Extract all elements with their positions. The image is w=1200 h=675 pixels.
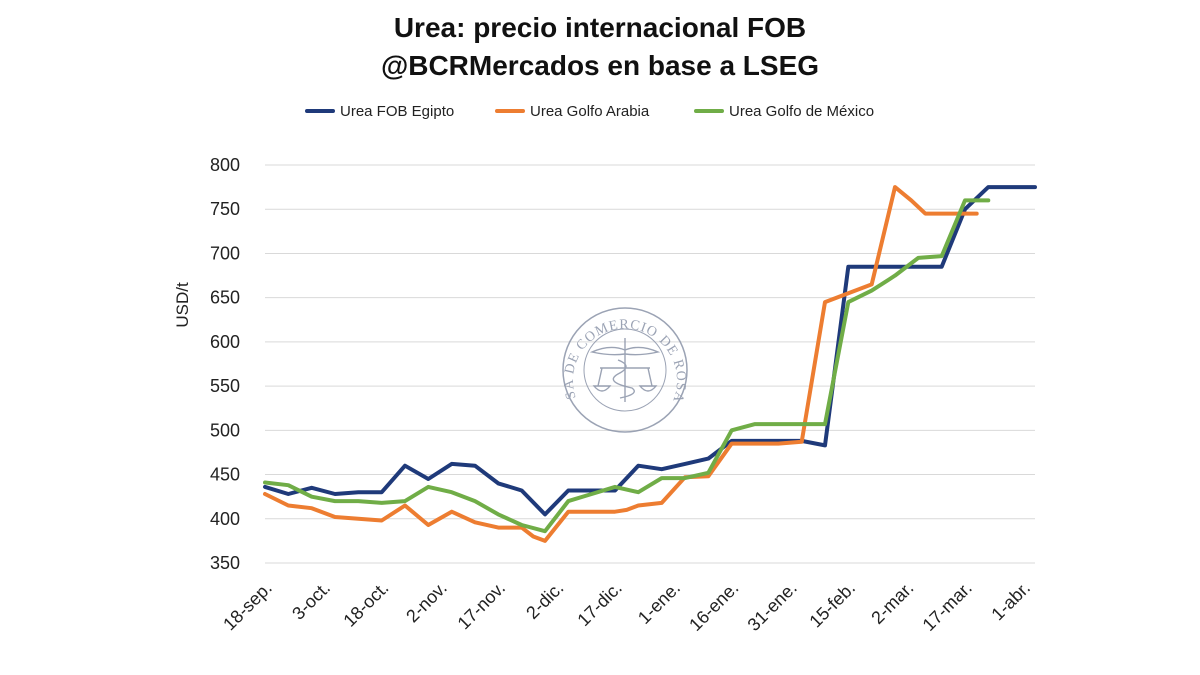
seal-inner-ring	[583, 328, 667, 412]
series-line-2	[263, 198, 991, 534]
y-axis: 350 400 450 500 550 600 650 700 750 800	[210, 155, 240, 573]
legend-label-arabia: Urea Golfo Arabia	[530, 103, 650, 120]
y-tick-label: 750	[210, 199, 240, 219]
series-line-1	[263, 185, 979, 543]
y-tick-label: 450	[210, 465, 240, 485]
legend-label-egipto: Urea FOB Egipto	[340, 103, 454, 120]
caduceus-icon	[589, 338, 661, 402]
chart-title-line-2: @BCRMercados en base a LSEG	[381, 50, 819, 81]
y-tick-label: 400	[210, 509, 240, 529]
seal-outer-ring	[562, 307, 688, 433]
y-tick-label: 350	[210, 553, 240, 573]
legend-item-mexico: Urea Golfo de México	[694, 103, 874, 120]
series-line-0	[263, 185, 1037, 517]
legend-label-mexico: Urea Golfo de México	[729, 103, 874, 120]
legend-item-egipto: Urea FOB Egipto	[305, 103, 454, 120]
legend-item-arabia: Urea Golfo Arabia	[495, 103, 650, 120]
y-tick-label: 600	[210, 332, 240, 352]
legend: Urea FOB Egipto Urea Golfo Arabia Urea G…	[305, 103, 874, 120]
y-tick-label: 500	[210, 420, 240, 440]
grid	[265, 164, 1035, 564]
y-tick-label: 550	[210, 376, 240, 396]
chart-title-line-1: Urea: precio internacional FOB	[394, 12, 806, 43]
y-tick-label: 700	[210, 243, 240, 263]
series-layer	[263, 185, 1037, 543]
y-axis-title: USD/t	[173, 282, 192, 328]
y-tick-label: 650	[210, 288, 240, 308]
y-tick-label: 800	[210, 155, 240, 175]
